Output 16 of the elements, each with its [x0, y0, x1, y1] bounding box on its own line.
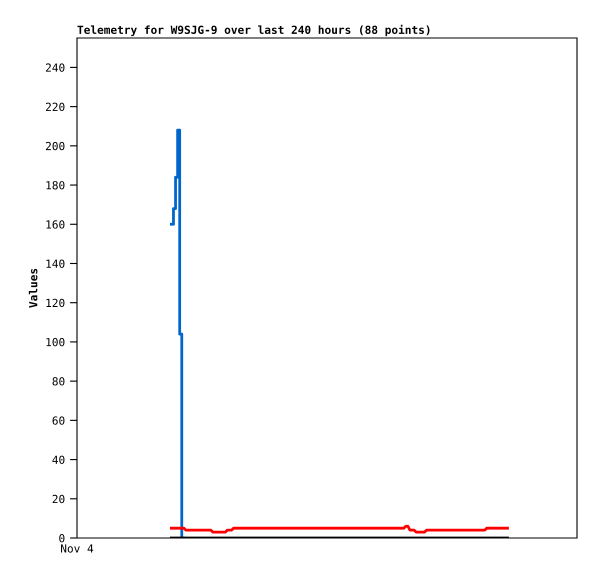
- y-tick-label: 180: [46, 181, 64, 190]
- y-tick-label: 100: [46, 338, 64, 346]
- y-tick-label: 60: [52, 416, 64, 425]
- y-tick-label: 80: [52, 377, 64, 386]
- y-tick-label: 20: [52, 494, 64, 504]
- y-tick-label: 40: [52, 456, 64, 464]
- y-tick-label: 0: [59, 534, 64, 542]
- y-tick-label: 240: [46, 63, 64, 72]
- y-tick-label: 120: [46, 298, 64, 308]
- y-tick-label: 200: [46, 142, 64, 150]
- chart-title: Telemetry for W9SJG-9 over last 240 hours (88 points): [77, 24, 430, 36]
- y-tick-label: 140: [46, 259, 64, 268]
- y-axis-title: Values: [28, 268, 38, 308]
- y-tick-label: 220: [46, 102, 64, 112]
- y-tick-label: 160: [46, 220, 64, 229]
- text: Nov 4: [61, 544, 94, 553]
